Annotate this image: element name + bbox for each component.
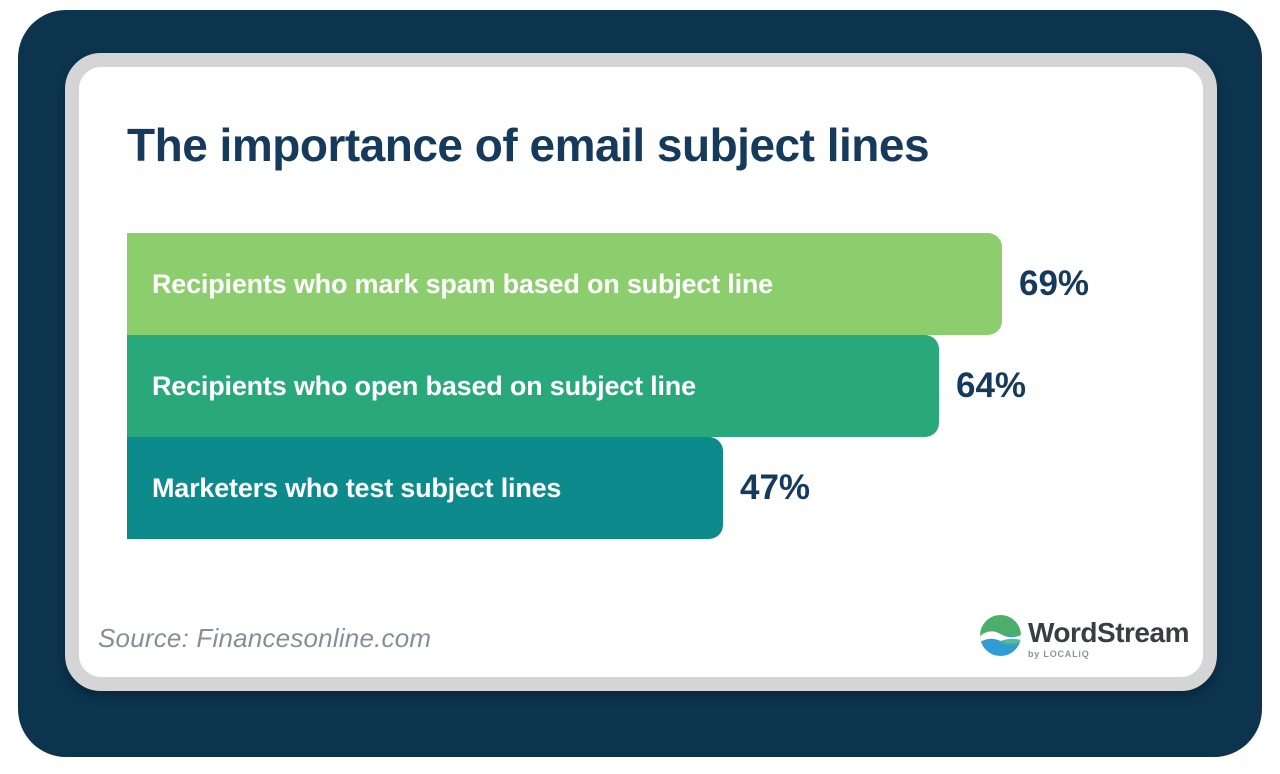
bar-1: Recipients who mark spam based on subjec… (127, 233, 1002, 335)
bar-row: Recipients who mark spam based on subjec… (127, 233, 1089, 335)
bar-value-label: 69% (1019, 264, 1090, 303)
bar-2: Recipients who open based on subject lin… (127, 335, 939, 437)
bar-value-label: 47% (740, 468, 811, 507)
wordstream-logo: WordStream by LOCALiQ (980, 615, 1189, 659)
outer-navy-frame: The importance of email subject lines Re… (18, 10, 1262, 757)
wordstream-globe-icon (980, 615, 1021, 656)
wordstream-wordmark: WordStream (1028, 617, 1189, 648)
bar-category-label: Marketers who test subject lines (152, 472, 562, 503)
bar-value-label: 64% (956, 366, 1027, 405)
chart-card: The importance of email subject lines Re… (65, 53, 1217, 691)
wordstream-logo-text-block: WordStream by LOCALiQ (1028, 615, 1189, 660)
source-attribution: Source: Financesonline.com (98, 623, 432, 653)
chart-title: The importance of email subject lines (127, 119, 930, 171)
bar-row: Marketers who test subject lines 47% (127, 437, 1089, 539)
wordstream-byline: by LOCALiQ (1028, 649, 1090, 660)
bar-chart: Recipients who mark spam based on subjec… (127, 233, 1089, 539)
bar-3: Marketers who test subject lines (127, 437, 723, 539)
bar-category-label: Recipients who mark spam based on subjec… (152, 268, 773, 299)
bar-row: Recipients who open based on subject lin… (127, 335, 1089, 437)
bar-category-label: Recipients who open based on subject lin… (152, 370, 696, 401)
